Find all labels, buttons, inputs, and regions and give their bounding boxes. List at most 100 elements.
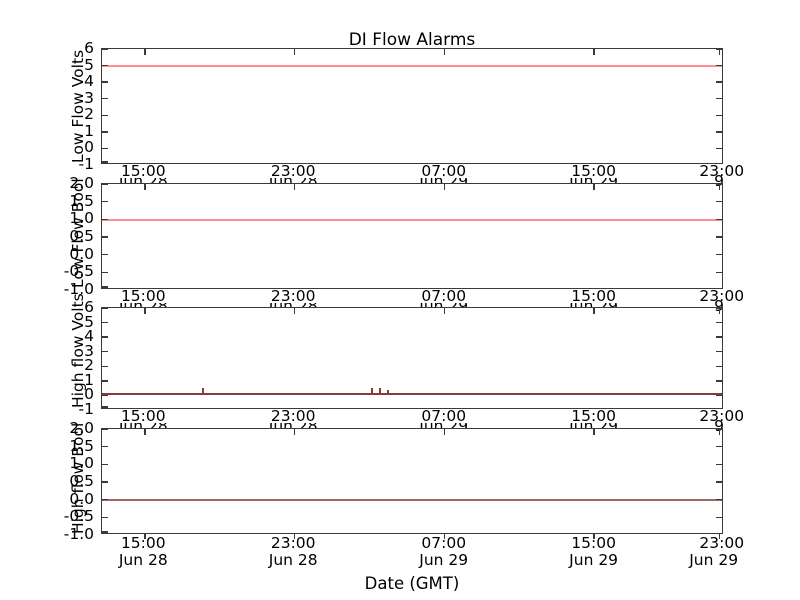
x-tick-date-clip-panel-3: Jun 28 Jun 28 Jun 29 Jun 29 bbox=[101, 423, 723, 428]
y-tick-labels-panel-4: 2.0 1.5 1.0 0.5 0.0 -0.5 -1.0 bbox=[34, 420, 94, 542]
x-tick-date-clipped-fragment: 9 bbox=[714, 417, 724, 435]
chart-title: DI Flow Alarms bbox=[348, 30, 476, 50]
y-tick-mark-right bbox=[716, 64, 722, 67]
x-tick-date-label: Jun 28 bbox=[119, 178, 168, 183]
y-tick-mark bbox=[102, 428, 108, 430]
y-tick-mark-right bbox=[716, 131, 722, 133]
y-tick-mark-right bbox=[716, 218, 722, 221]
y-tick-mark bbox=[102, 200, 108, 203]
x-tick-label: 07:00 bbox=[421, 287, 467, 305]
x-tick-label: 23:00 bbox=[270, 407, 316, 425]
x-tick-mark-top bbox=[443, 429, 446, 435]
data-spike bbox=[371, 388, 374, 394]
x-tick-mark-top bbox=[144, 49, 146, 55]
subplot-low-flow-bool bbox=[101, 183, 723, 289]
subplot-high-flow-bool bbox=[101, 428, 723, 539]
x-tick-date-label: Jun 29 bbox=[569, 303, 618, 308]
x-tick-mark-top bbox=[293, 184, 296, 190]
y-tick-label: 0.5 bbox=[69, 472, 94, 490]
y-tick-mark bbox=[102, 236, 108, 238]
x-tick-labels-panel-4: 15:00 23:00 07:00 15:00 23:00 bbox=[101, 534, 744, 553]
series-line-high-flow-volts bbox=[102, 393, 722, 395]
y-tick-mark-right bbox=[716, 271, 722, 274]
x-tick-mark-bottom bbox=[718, 533, 721, 539]
x-tick-label: 23:00 bbox=[270, 287, 316, 305]
x-tick-label: 07:00 bbox=[421, 407, 467, 425]
x-tick-mark-top bbox=[718, 49, 721, 55]
x-tick-mark-top bbox=[593, 49, 595, 55]
y-tick-mark-right bbox=[716, 336, 722, 338]
y-tick-label: -1.0 bbox=[63, 525, 94, 543]
y-tick-label: 5 bbox=[84, 312, 94, 331]
x-tick-mark-top bbox=[144, 308, 146, 314]
y-tick-mark bbox=[102, 531, 108, 533]
y-tick-mark bbox=[102, 271, 108, 274]
x-tick-date-label: Jun 29 bbox=[569, 178, 618, 183]
x-tick-date-label: Jun 28 bbox=[269, 178, 318, 183]
x-tick-mark-top bbox=[144, 429, 146, 435]
y-tick-mark-right bbox=[716, 200, 722, 203]
data-spike bbox=[386, 390, 389, 394]
y-tick-mark-right bbox=[716, 365, 722, 368]
y-tick-label: 1 bbox=[84, 121, 94, 140]
y-tick-mark bbox=[102, 481, 108, 483]
y-tick-label: -1 bbox=[78, 400, 94, 418]
subplot-high-flow-volts bbox=[101, 307, 723, 409]
y-tick-label: 0 bbox=[84, 138, 94, 157]
x-tick-mark-bottom bbox=[443, 533, 446, 539]
x-tick-date-label: Jun 28 bbox=[269, 303, 318, 308]
y-tick-mark-right bbox=[716, 253, 722, 256]
x-tick-label: 07:00 bbox=[421, 534, 467, 552]
y-tick-mark bbox=[102, 114, 108, 117]
y-tick-mark bbox=[102, 64, 108, 67]
x-tick-label: 15:00 bbox=[571, 287, 616, 305]
x-tick-date-label: Jun 28 bbox=[118, 551, 168, 569]
x-tick-date-label: Jun 29 bbox=[419, 303, 468, 308]
subplot-2-plot-area bbox=[102, 184, 722, 288]
subplot-4-plot-area bbox=[102, 429, 722, 533]
x-tick-date-clip-panel-1: Jun 28 Jun 28 Jun 29 Jun 29 bbox=[101, 178, 723, 183]
y-tick-mark-right bbox=[716, 516, 722, 519]
y-tick-label: 3 bbox=[84, 88, 94, 107]
x-tick-label: 23:00 bbox=[699, 534, 745, 552]
y-tick-mark bbox=[102, 445, 108, 448]
y-tick-mark bbox=[102, 183, 108, 185]
x-tick-mark-top bbox=[718, 184, 721, 190]
x-tick-date-label: Jun 29 bbox=[569, 423, 618, 428]
y-tick-label: 1 bbox=[84, 370, 94, 389]
y-tick-mark bbox=[102, 81, 108, 83]
x-tick-date-label: Jun 29 bbox=[689, 551, 739, 569]
x-tick-mark-top bbox=[293, 308, 296, 314]
x-tick-mark-top bbox=[293, 49, 296, 55]
y-tick-labels-panel-1: 6 5 4 3 2 1 0 -1 bbox=[34, 40, 94, 172]
y-tick-mark bbox=[102, 336, 108, 338]
y-tick-label: 0 bbox=[84, 385, 94, 404]
y-tick-label: 0.0 bbox=[69, 244, 94, 263]
y-tick-mark-right bbox=[716, 380, 722, 382]
x-tick-mark-top bbox=[443, 184, 446, 190]
y-tick-mark bbox=[102, 286, 108, 288]
y-tick-mark bbox=[102, 350, 108, 353]
y-tick-mark bbox=[102, 463, 108, 466]
x-axis-label: Date (GMT) bbox=[364, 574, 460, 593]
x-tick-date-label: Jun 29 bbox=[419, 178, 468, 183]
x-tick-date-label: Jun 29 bbox=[569, 551, 619, 569]
x-tick-labels-panel-2: 15:00 23:00 07:00 15:00 23:00 bbox=[101, 287, 744, 306]
y-tick-mark-right bbox=[716, 81, 722, 83]
y-tick-mark-right bbox=[716, 321, 722, 324]
x-tick-mark-top bbox=[443, 49, 446, 55]
x-tick-mark-top bbox=[293, 429, 296, 435]
y-tick-label: 2.0 bbox=[69, 174, 94, 192]
x-tick-mark-bottom bbox=[593, 533, 595, 539]
x-tick-label: 15:00 bbox=[120, 534, 166, 552]
y-tick-mark-right bbox=[716, 350, 722, 353]
y-tick-mark bbox=[102, 147, 108, 150]
y-tick-label: 0.5 bbox=[69, 227, 94, 245]
x-tick-date-clip-panel-2: Jun 28 Jun 28 Jun 29 Jun 29 bbox=[101, 303, 723, 308]
x-tick-date-clipped-fragment: 9 bbox=[714, 172, 724, 190]
y-tick-label: -1 bbox=[78, 155, 94, 173]
x-tick-label: 15:00 bbox=[571, 534, 616, 552]
y-tick-mark-right bbox=[716, 463, 722, 466]
series-line-low-flow-volts bbox=[102, 64, 722, 67]
x-tick-date-label: Jun 28 bbox=[269, 423, 318, 428]
